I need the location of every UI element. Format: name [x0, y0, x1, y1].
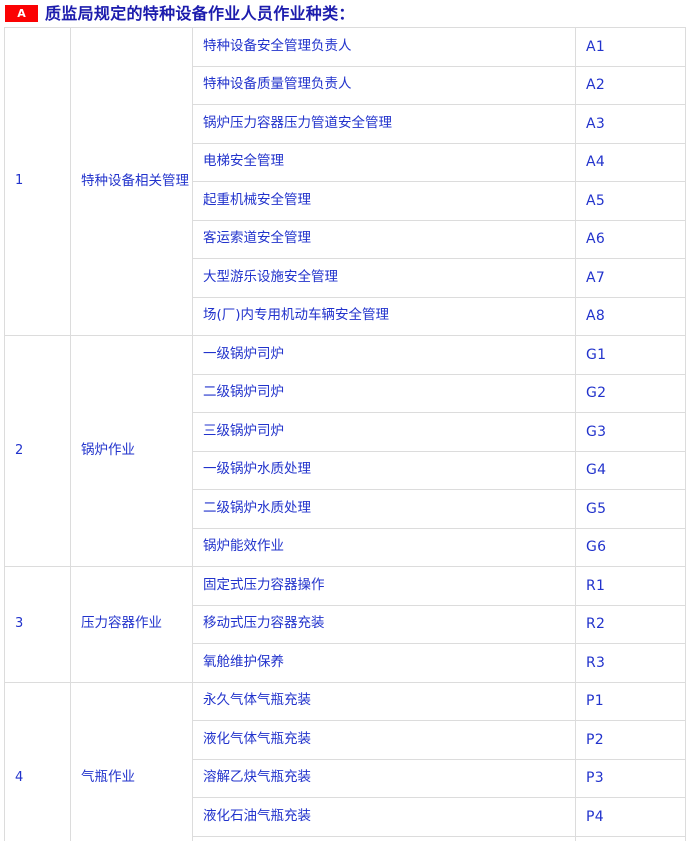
spec-table-container: 1 特种设备相关管理 特种设备安全管理负责人 A1 特种设备质量管理负责人 A2 锅炉压力容…: [4, 27, 686, 841]
occupation-name-cell: 固定式压力容器操作: [192, 566, 576, 606]
occupation-code-cell: A6: [575, 219, 686, 259]
table-row: 起重机械安全管理 A5: [5, 181, 686, 221]
table-row: 三级锅炉司炉 G3: [5, 412, 686, 452]
table-row: 二级锅炉水质处理 G5: [5, 489, 686, 529]
occupation-name-cell: 液化石油气瓶充装: [192, 797, 576, 837]
occupation-name-cell: 客运索道安全管理: [192, 219, 576, 259]
occupation-name-cell: 移动式压力容器充装: [192, 604, 576, 644]
special-equipment-occupations-table: 1 特种设备相关管理 特种设备安全管理负责人 A1 特种设备质量管理负责人 A2 锅炉压力容…: [4, 27, 686, 841]
occupation-code-cell: A7: [575, 258, 686, 298]
section-number-cell: 2: [4, 335, 71, 567]
table-row: 移动式压力容器充装 R2: [5, 604, 686, 644]
table-row: 客运索道安全管理 A6: [5, 219, 686, 259]
document-header: A 质监局规定的特种设备作业人员作业种类：: [0, 0, 689, 27]
table-body: 1 特种设备相关管理 特种设备安全管理负责人 A1 特种设备质量管理负责人 A2 锅炉压力容…: [4, 27, 686, 841]
table-row: 车用气瓶充装P5: [5, 835, 686, 841]
occupation-name-cell: 车用气瓶充装: [192, 835, 576, 841]
occupation-code-cell: G5: [575, 489, 686, 529]
table-row: 锅炉压力容器压力管道安全管理 A3: [5, 104, 686, 144]
occupation-name-cell: 起重机械安全管理: [192, 181, 576, 221]
section-category-cell: 锅炉作业: [70, 335, 193, 567]
table-row: 液化石油气瓶充装 P4: [5, 797, 686, 837]
table-row: 4 气瓶作业 永久气体气瓶充装 P1: [4, 681, 686, 841]
occupation-name-cell: 大型游乐设施安全管理: [192, 258, 576, 298]
occupation-name-cell: 三级锅炉司炉: [192, 412, 576, 452]
section-category-cell: 特种设备相关管理: [70, 27, 193, 336]
occupation-name-cell: 电梯安全管理: [192, 142, 576, 182]
table-row: 大型游乐设施安全管理 A7: [5, 258, 686, 298]
section-category-cell: 压力容器作业: [70, 566, 193, 683]
occupation-name-cell: 溶解乙炔气瓶充装: [192, 758, 576, 798]
table-row: 2 锅炉作业 一级锅炉司炉 G1: [4, 335, 686, 567]
occupation-name-cell: 特种设备质量管理负责人: [192, 65, 576, 105]
occupation-name-cell: 锅炉能效作业: [192, 527, 576, 567]
occupation-code-cell: G6: [575, 527, 686, 567]
occupation-code-cell: G1: [575, 335, 686, 375]
occupation-code-cell: R2: [575, 604, 686, 644]
occupation-code-cell: A1: [575, 27, 686, 67]
table-row: 3 压力容器作业 固定式压力容器操作 R1: [4, 566, 686, 683]
table-row: 电梯安全管理 A4: [5, 142, 686, 182]
page-title: 质监局规定的特种设备作业人员作业种类：: [45, 3, 355, 23]
occupation-code-cell: P4: [575, 797, 686, 837]
section-number-cell: 3: [4, 566, 71, 683]
occupation-code-cell: P3: [575, 758, 686, 798]
occupation-code-cell: P5: [575, 835, 686, 841]
occupation-name-cell: 一级锅炉水质处理: [192, 450, 576, 490]
occupation-name-cell: 氧舱维护保养: [192, 643, 576, 683]
occupation-name-cell: 液化气体气瓶充装: [192, 720, 576, 760]
table-row: 溶解乙炔气瓶充装 P3: [5, 758, 686, 798]
section-number-cell: 1: [4, 27, 71, 336]
table-row: 1 特种设备相关管理 特种设备安全管理负责人 A1: [4, 27, 686, 336]
occupation-code-cell: R1: [575, 566, 686, 606]
table-row: 特种设备质量管理负责人 A2: [5, 65, 686, 105]
section-badge-a: A: [5, 5, 38, 22]
occupation-code-cell: A3: [575, 104, 686, 144]
occupation-code-cell: R3: [575, 643, 686, 683]
occupation-code-cell: P2: [575, 720, 686, 760]
occupation-name-cell: 一级锅炉司炉: [192, 335, 576, 375]
table-row: 氧舱维护保养 R3: [5, 643, 686, 683]
occupation-code-cell: G3: [575, 412, 686, 452]
occupation-code-cell: G4: [575, 450, 686, 490]
occupation-name-cell: 二级锅炉水质处理: [192, 489, 576, 529]
table-row: 锅炉能效作业 G6: [5, 527, 686, 567]
occupation-name-cell: 永久气体气瓶充装: [192, 681, 576, 721]
occupation-name-cell: 二级锅炉司炉: [192, 373, 576, 413]
occupation-code-cell: A2: [575, 65, 686, 105]
table-row: 二级锅炉司炉 G2: [5, 373, 686, 413]
occupation-code-cell: A8: [575, 296, 686, 336]
occupation-name-cell: 场(厂)内专用机动车辆安全管理: [192, 296, 576, 336]
occupation-code-cell: A5: [575, 181, 686, 221]
occupation-code-cell: P1: [575, 681, 686, 721]
table-row: 液化气体气瓶充装 P2: [5, 720, 686, 760]
section-category-cell: 气瓶作业: [70, 681, 193, 841]
occupation-name-cell: 特种设备安全管理负责人: [192, 27, 576, 67]
occupation-code-cell: A4: [575, 142, 686, 182]
occupation-name-cell: 锅炉压力容器压力管道安全管理: [192, 104, 576, 144]
occupation-code-cell: G2: [575, 373, 686, 413]
section-number-cell: 4: [4, 681, 71, 841]
table-row: 场(厂)内专用机动车辆安全管理 A8: [5, 296, 686, 336]
